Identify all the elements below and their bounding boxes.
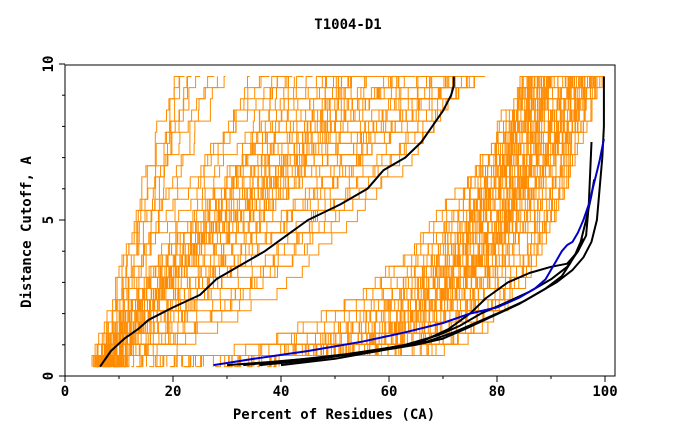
x-tick-label: 100: [592, 384, 617, 400]
y-tick-label: 0: [41, 372, 57, 380]
model-curve: [95, 76, 349, 368]
x-axis-title: Percent of Residues (CA): [233, 407, 435, 423]
model-blue-line: [213, 138, 605, 367]
model-curve: [113, 76, 447, 368]
x-tick-label: 20: [165, 384, 182, 400]
model-curve: [92, 76, 482, 367]
y-axis-title: Distance Cutoff, A: [19, 156, 35, 308]
background-models: [91, 76, 605, 368]
x-tick-label: 40: [273, 384, 290, 400]
model-black-1-line: [99, 76, 455, 368]
axis-ticks: 0 20 40 60 80 100 0 5 10: [41, 56, 618, 400]
model-curve: [185, 76, 580, 368]
model-curve: [98, 76, 458, 368]
model-curve: [105, 76, 376, 367]
model-curve: [109, 76, 181, 367]
model-curve: [103, 76, 289, 368]
x-tick-label: 0: [61, 384, 69, 400]
model-curve: [101, 76, 603, 367]
y-tick-label: 10: [41, 56, 57, 73]
model-curve: [166, 76, 539, 367]
x-tick-label: 60: [381, 384, 398, 400]
model-curve: [239, 76, 594, 368]
model-curve: [121, 76, 527, 367]
model-black-3-line: [243, 179, 596, 367]
model-black-5-line: [280, 238, 585, 367]
y-tick-label: 5: [41, 216, 57, 224]
highlighted-models: [99, 76, 605, 368]
x-tick-label: 80: [489, 384, 506, 400]
model-curve: [102, 76, 215, 368]
model-curve: [278, 76, 539, 367]
model-curve: [169, 76, 566, 368]
model-curve: [104, 76, 486, 367]
chart-title: T1004-D1: [314, 17, 381, 33]
model-curve: [91, 76, 570, 367]
model-curve: [187, 76, 526, 368]
